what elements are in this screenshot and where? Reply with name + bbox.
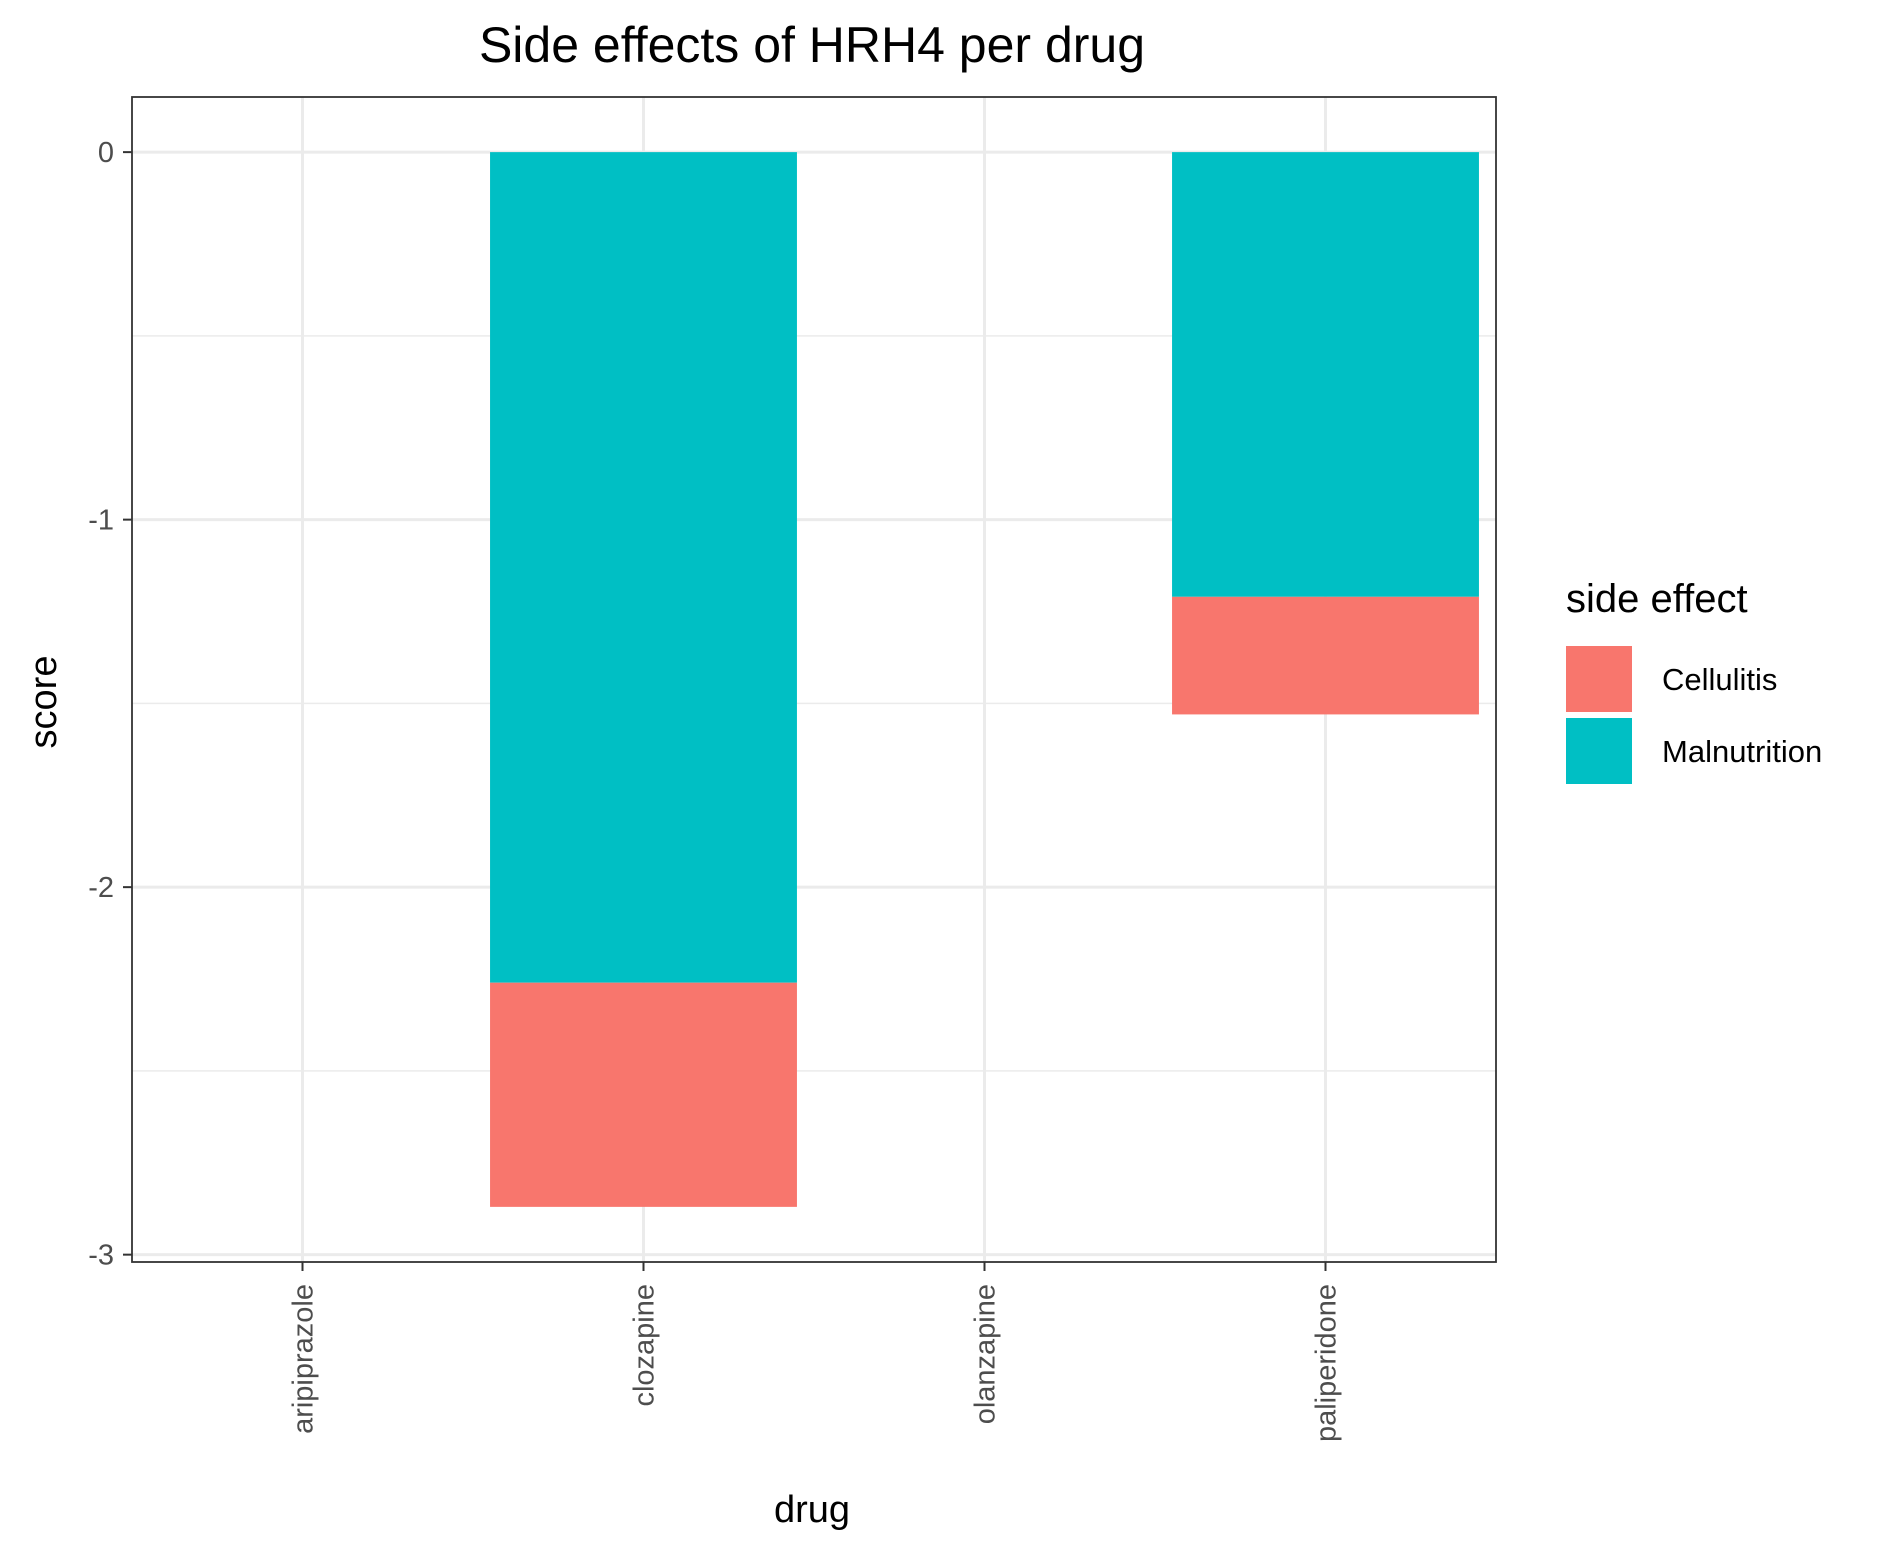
legend-key-malnutrition [1566, 718, 1632, 784]
legend-label: Cellulitis [1662, 662, 1777, 697]
bar-paliperidone-cellulitis [1172, 596, 1479, 715]
x-axis-title: drug [774, 1489, 850, 1531]
legend-key-cellulitis [1566, 646, 1632, 712]
x-tick-label: olanzapine [970, 1284, 1002, 1424]
x-tick-label: aripiprazole [288, 1284, 320, 1434]
y-tick-label: -1 [88, 505, 114, 537]
x-tick-label: paliperidone [1311, 1284, 1343, 1442]
bar-clozapine-cellulitis [490, 982, 797, 1207]
x-tick-label: clozapine [629, 1284, 661, 1407]
bar-paliperidone-malnutrition [1172, 152, 1479, 597]
x-axis: aripiprazole clozapine olanzapine paliperid… [288, 1262, 1343, 1442]
panel-border [131, 96, 1497, 1263]
plot-panel [131, 96, 1497, 1263]
chart-title: Side effects of HRH4 per drug [479, 17, 1145, 73]
y-axis: 0 -1 -2 -3 [88, 137, 132, 1272]
y-axis-title: score [23, 656, 65, 749]
y-tick-label: 0 [98, 137, 114, 169]
legend: side effect Cellulitis Malnutrition [1566, 577, 1822, 784]
y-tick-label: -2 [88, 872, 114, 904]
bar-clozapine-malnutrition [490, 152, 797, 983]
legend-label: Malnutrition [1662, 734, 1822, 769]
legend-title: side effect [1566, 577, 1748, 621]
y-tick-label: -3 [88, 1240, 114, 1272]
